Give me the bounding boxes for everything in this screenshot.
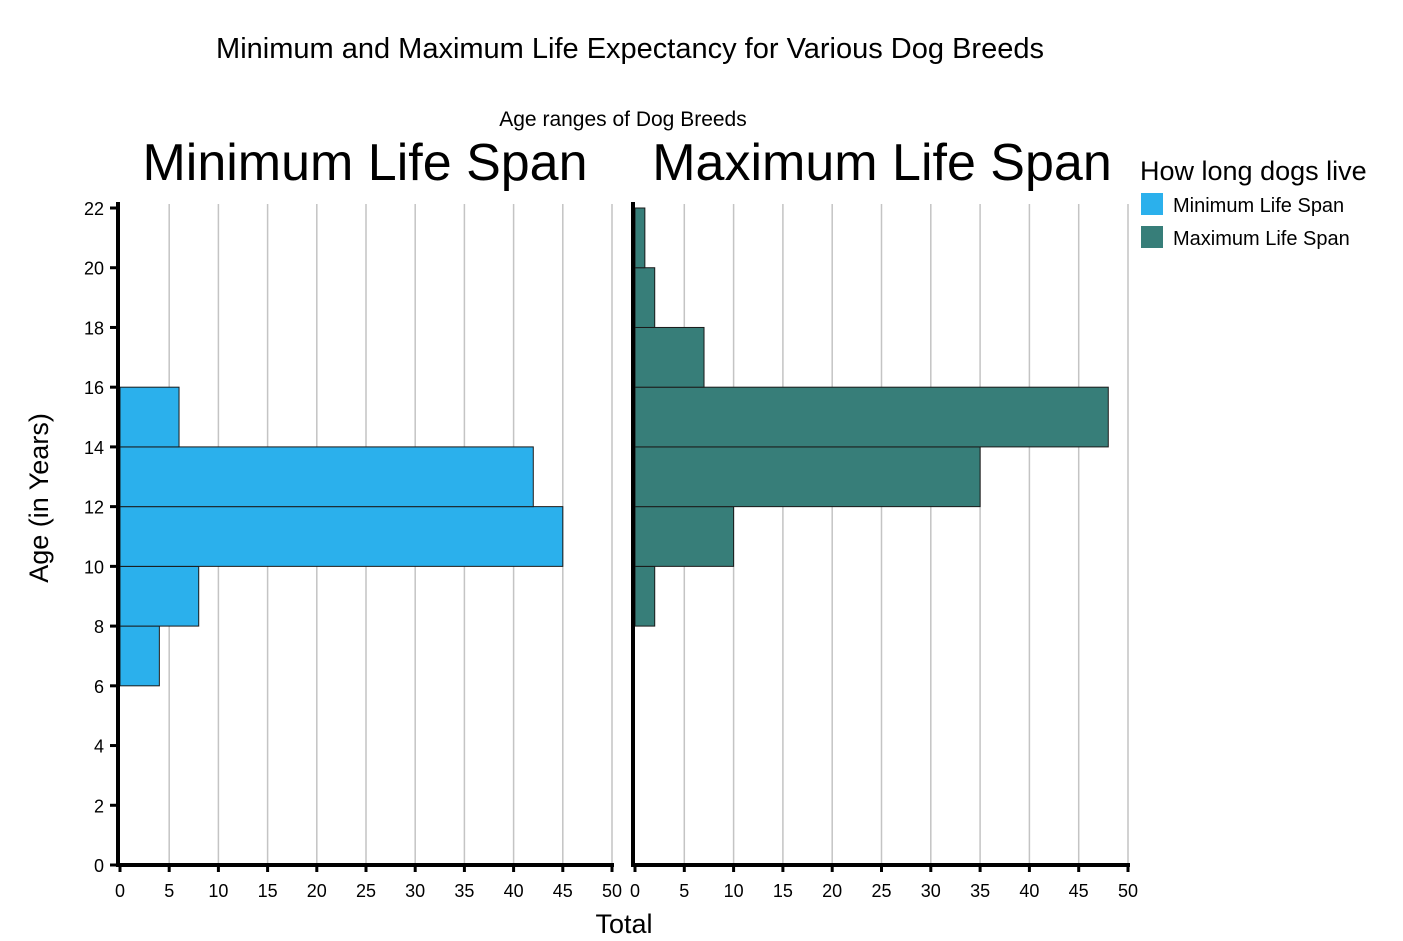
- x-tick-label-maximum-25: 25: [871, 881, 891, 901]
- y-tick-label-16: 16: [84, 378, 104, 398]
- x-tick-label-maximum-5: 5: [679, 881, 689, 901]
- x-tick-label-maximum-50: 50: [1118, 881, 1138, 901]
- legend-swatch-maximum: [1141, 226, 1163, 248]
- x-tick-label-maximum-45: 45: [1069, 881, 1089, 901]
- x-tick-label-minimum-10: 10: [208, 881, 228, 901]
- panel-title-maximum: Maximum Life Span: [652, 134, 1112, 192]
- y-tick-label-2: 2: [94, 796, 104, 816]
- bar-minimum-8-10: [119, 565, 200, 627]
- chart-title: Minimum and Maximum Life Expectancy for …: [216, 33, 1044, 65]
- bar-maximum-20-22: [634, 207, 646, 269]
- y-tick-label-20: 20: [84, 259, 104, 279]
- bar-minimum-10-12: [119, 506, 564, 567]
- y-tick-label-12: 12: [84, 498, 104, 518]
- x-tick-label-minimum-40: 40: [504, 881, 524, 901]
- x-tick-label-maximum-30: 30: [921, 881, 941, 901]
- y-tick-label-8: 8: [94, 617, 104, 637]
- legend-label-maximum: Maximum Life Span: [1173, 228, 1350, 250]
- y-tick-label-0: 0: [94, 856, 104, 876]
- x-tick-label-maximum-15: 15: [773, 881, 793, 901]
- x-tick-label-minimum-25: 25: [356, 881, 376, 901]
- x-tick-label-minimum-0: 0: [115, 881, 125, 901]
- x-tick-label-minimum-15: 15: [258, 881, 278, 901]
- legend-title: How long dogs live: [1140, 156, 1367, 186]
- y-tick-label-14: 14: [84, 438, 104, 458]
- panel-maximum-life-span: 0 5 10 15 20 25 30 35 40 45 50: [630, 202, 1138, 901]
- legend: How long dogs live Minimum Life Span Max…: [1140, 156, 1367, 250]
- x-tick-label-maximum-10: 10: [724, 881, 744, 901]
- y-tick-label-18: 18: [84, 318, 104, 338]
- x-axis-label: Total: [595, 909, 652, 939]
- bar-maximum-14-16: [634, 386, 1109, 448]
- x-tick-label-maximum-0: 0: [630, 881, 640, 901]
- y-tick-label-22: 22: [84, 199, 104, 219]
- panel-minimum-life-span: 0 5 10 15 20 25 30 35 40 45 50 0 2 4 6 8 10 12 14 16 18 20 22: [84, 199, 622, 901]
- x-tick-label-maximum-40: 40: [1019, 881, 1039, 901]
- bar-maximum-16-18: [634, 326, 705, 388]
- x-tick-label-maximum-35: 35: [970, 881, 990, 901]
- x-tick-label-minimum-5: 5: [164, 881, 174, 901]
- y-tick-label-4: 4: [94, 737, 104, 757]
- x-tick-label-maximum-20: 20: [822, 881, 842, 901]
- bar-maximum-12-14: [634, 446, 981, 508]
- y-tick-label-10: 10: [84, 557, 104, 577]
- x-tick-label-minimum-30: 30: [405, 881, 425, 901]
- legend-swatch-minimum: [1141, 193, 1163, 215]
- bar-maximum-10-12: [634, 506, 735, 567]
- y-axis-label: Age (in Years): [24, 413, 54, 583]
- x-tick-label-minimum-45: 45: [553, 881, 573, 901]
- bar-minimum-14-16: [119, 386, 180, 448]
- bar-minimum-6-8: [119, 625, 160, 687]
- legend-label-minimum: Minimum Life Span: [1173, 195, 1344, 217]
- bar-maximum-8-10: [634, 565, 656, 627]
- panel-title-minimum: Minimum Life Span: [142, 134, 587, 192]
- chart-subtitle: Age ranges of Dog Breeds: [499, 108, 747, 131]
- x-tick-label-minimum-50: 50: [602, 881, 622, 901]
- bar-minimum-12-14: [119, 446, 534, 508]
- x-tick-label-minimum-35: 35: [454, 881, 474, 901]
- y-tick-label-6: 6: [94, 677, 104, 697]
- x-tick-label-minimum-20: 20: [307, 881, 327, 901]
- bar-maximum-18-20: [634, 267, 656, 328]
